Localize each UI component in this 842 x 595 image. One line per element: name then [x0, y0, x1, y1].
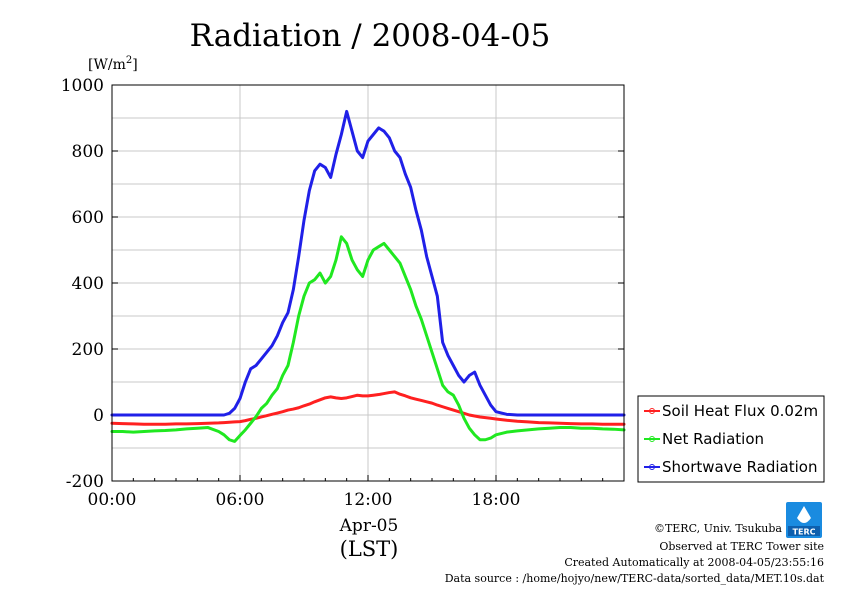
y-tick-label: 1000 — [61, 76, 104, 96]
terc-logo-band — [788, 526, 820, 536]
series-line-shortwave-radiation — [110, 109, 626, 417]
y-tick-label: 200 — [72, 340, 104, 360]
x-axis: 00:00 06:00 12:00 18:00 — [88, 475, 604, 510]
y-tick-label: 400 — [72, 274, 104, 294]
y-unit-label: [W/m2] — [88, 55, 138, 73]
terc-logo-text: TERC — [793, 528, 816, 537]
y-tick-label: -200 — [66, 472, 104, 492]
water-drop-icon — [797, 506, 811, 523]
series-line-net-radiation — [110, 235, 626, 443]
series-lines — [110, 109, 626, 443]
chart-title: Radiation / 2008-04-05 — [190, 18, 551, 54]
legend-label-1: Net Radiation — [662, 430, 764, 448]
legend-marker-1 — [649, 436, 655, 442]
footer-created: Created Automatically at 2008-04-05/23:5… — [564, 556, 824, 569]
footer-source: Data source : /home/hojyo/new/TERC-data/… — [445, 572, 825, 585]
y-axis: -200 0 200 400 600 800 1000 — [61, 76, 624, 492]
y-tick-label: 0 — [93, 406, 104, 426]
x-axis-date-label: Apr-05 — [339, 516, 399, 536]
legend-box — [637, 395, 825, 483]
legend-marker-0 — [649, 408, 655, 414]
legend-label-2: Shortwave Radiation — [662, 458, 818, 476]
x-tick-label: 06:00 — [216, 490, 265, 510]
x-axis-timezone-label: (LST) — [340, 537, 399, 561]
y-tick-label: 800 — [72, 142, 104, 162]
grid-lines — [112, 85, 624, 481]
x-tick-label: 00:00 — [88, 490, 137, 510]
plot-frame — [111, 84, 625, 482]
legend-label-0: Soil Heat Flux 0.02m — [662, 402, 818, 420]
footer-credit: ©TERC, Univ. Tsukuba — [654, 522, 782, 535]
terc-logo: TERC — [786, 502, 822, 538]
x-tick-label: 18:00 — [472, 490, 521, 510]
x-tick-label: 12:00 — [344, 490, 393, 510]
series-line-soil-heat-flux-0-02m — [110, 390, 626, 426]
footer-observed: Observed at TERC Tower site — [659, 540, 824, 553]
legend: Soil Heat Flux 0.02m Net Radiation Shortwa… — [637, 395, 825, 483]
legend-marker-2 — [649, 464, 655, 470]
y-tick-label: 600 — [72, 208, 104, 228]
